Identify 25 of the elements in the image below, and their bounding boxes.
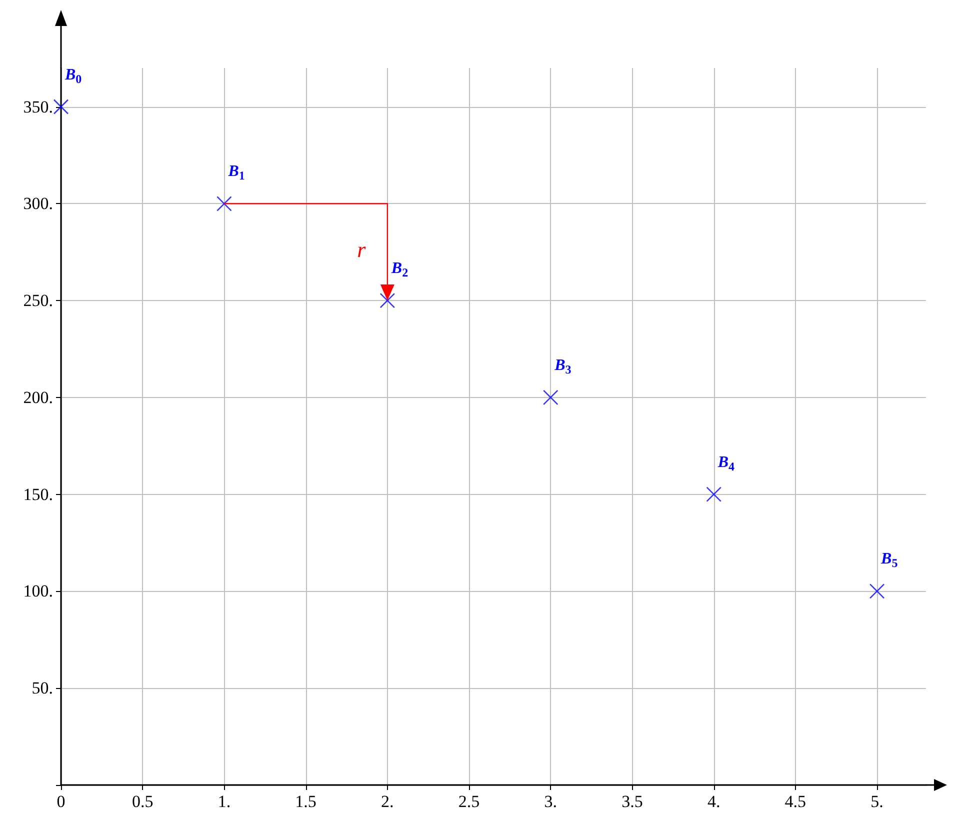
y-tick-label: 50. [32, 678, 53, 698]
x-tick-label: 2. [381, 792, 394, 811]
point [53, 99, 69, 114]
x-tick-label: 3.5 [622, 792, 643, 811]
y-tick-label: 350. [23, 97, 53, 116]
y-tick-label: 250. [23, 291, 53, 310]
point [869, 584, 885, 599]
x-tick-label: 1. [218, 792, 231, 811]
x-tick-label: 2.5 [458, 792, 480, 811]
y-tick-label: 150. [23, 484, 53, 504]
point [380, 292, 396, 308]
y-tick-label: 200. [23, 388, 53, 407]
x-tick-label: 0 [56, 792, 66, 811]
annotation: r [357, 237, 366, 262]
x-tick-label: 1.5 [295, 792, 316, 811]
x-tick-label: 4.5 [784, 792, 806, 811]
y-tick-label: 100. [23, 582, 53, 601]
point [216, 196, 232, 212]
y-tick-label: 300. [23, 194, 53, 214]
x-tick-label: 3. [544, 792, 557, 811]
point [542, 390, 558, 406]
point [706, 486, 722, 502]
x-tick-label: 5. [870, 792, 884, 811]
x-tick-label: 4. [707, 792, 720, 811]
x-tick-label: 0.5 [132, 792, 154, 811]
